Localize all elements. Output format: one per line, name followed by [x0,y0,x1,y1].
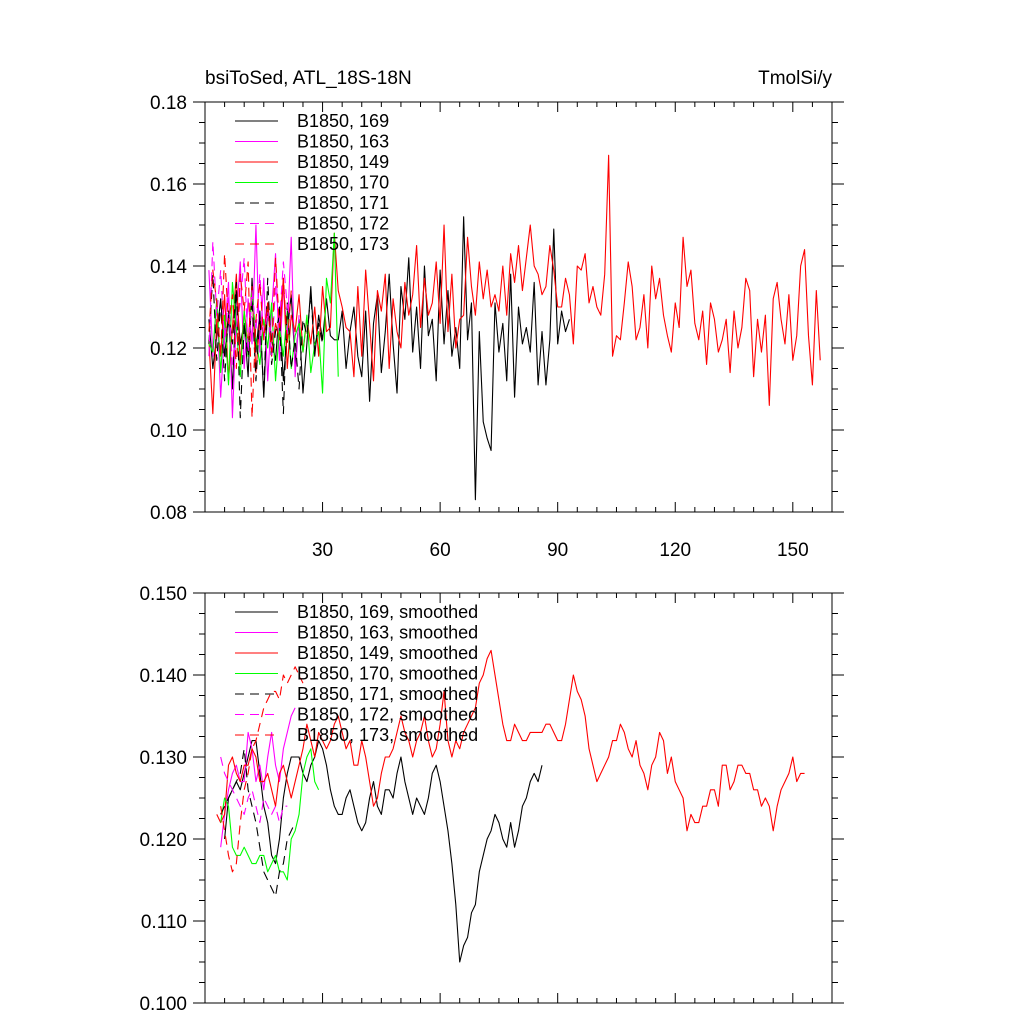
bottom-y-tick-label: 0.110 [141,912,187,933]
top-axis-ticks: 30 60 90 120 150 0.08 0.10 0.12 0.14 0.16 0.18 [150,93,844,561]
top-x-tick-label: 60 [430,540,451,561]
top-y-tick-label: 0.10 [150,421,187,442]
top-y-tick-label: 0.16 [150,175,187,196]
top-y-tick-label: 0.18 [150,93,187,114]
bottom-series-line-4 [220,748,296,897]
bottom-legend-label-3: B1850, 170, smoothed [297,664,478,684]
bottom-legend-label-6: B1850, 173, smoothed [297,725,478,745]
top-series-line-6 [208,253,292,419]
bottom-series-line-6 [220,666,304,873]
top-legend-label-2: B1850, 149 [297,152,389,172]
bottom-legend-label-2: B1850, 149, smoothed [297,643,478,663]
bottom-series-line-5 [220,756,288,824]
top-legend-label-5: B1850, 172 [297,214,389,234]
bottom-panel: 0.100 0.110 0.120 0.130 0.140 0.150 B1850, 16… [139,584,844,1015]
bottom-series-line-0 [224,740,543,963]
bottom-legend-label-5: B1850, 172, smoothed [297,705,478,725]
bottom-y-tick-label: 0.150 [139,584,187,605]
top-y-tick-label: 0.08 [150,503,187,524]
top-series-line-4 [208,273,324,419]
top-y-tick-label: 0.14 [150,257,187,278]
top-y-tick-label: 0.12 [150,339,187,360]
bottom-y-tick-label: 0.120 [139,830,187,851]
top-legend-label-4: B1850, 171 [297,193,389,213]
bottom-legend-label-0: B1850, 169, smoothed [297,602,478,622]
bottom-y-tick-label: 0.140 [139,666,187,687]
bottom-axis-ticks: 0.100 0.110 0.120 0.130 0.140 0.150 [139,584,844,1015]
top-legend-label-6: B1850, 173 [297,234,389,254]
bottom-series-line-1 [220,707,296,848]
top-x-tick-label: 150 [777,540,809,561]
top-x-tick-label: 90 [547,540,568,561]
bottom-legend-label-1: B1850, 163, smoothed [297,623,478,643]
top-legend-label-0: B1850, 169 [297,111,389,131]
bottom-series-group [216,649,805,963]
top-chart-units: TmolSi/y [758,68,832,89]
top-x-tick-label: 120 [659,540,691,561]
top-x-tick-label: 30 [312,540,333,561]
bottom-series-line-2 [216,649,805,832]
top-chart-title: bsiToSed, ATL_18S-18N [205,68,412,89]
bottom-y-tick-label: 0.100 [139,994,187,1015]
top-series-line-2 [208,154,821,415]
top-panel: bsiToSed, ATL_18S-18N TmolSi/y 30 60 90 120… [150,68,844,561]
bottom-y-tick-label: 0.130 [139,748,187,769]
top-series-group [208,154,821,501]
top-legend-label-1: B1850, 163 [297,132,389,152]
top-legend-label-3: B1850, 170 [297,173,389,193]
bottom-legend-label-4: B1850, 171, smoothed [297,684,478,704]
